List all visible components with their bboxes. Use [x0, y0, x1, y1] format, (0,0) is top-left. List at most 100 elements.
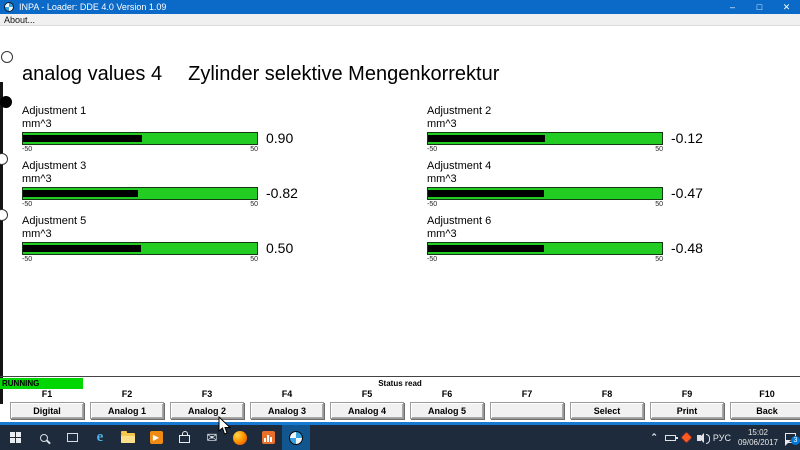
fkey-column-f5: F5 Analog 4 — [330, 389, 404, 419]
search-icon — [40, 433, 48, 442]
maximize-button[interactable]: □ — [756, 2, 763, 12]
gauge-min: -50 — [22, 201, 33, 208]
fkey-column-f3: F3 Analog 2 — [170, 389, 244, 419]
taskbar-inpa-active[interactable] — [282, 425, 310, 450]
gauge-adjustment-2: Adjustment 2 mm^3 -50 50 -0.12 — [427, 105, 703, 154]
task-view-button[interactable] — [58, 425, 86, 450]
f8-select-button[interactable]: Select — [570, 402, 644, 419]
gauge-adjustment-6: Adjustment 6 mm^3 -50 50 -0.48 — [427, 215, 703, 264]
fkey-column-f4: F4 Analog 3 — [250, 389, 324, 419]
taskbar-file-explorer[interactable] — [114, 425, 142, 450]
gauge-unit: mm^3 — [427, 118, 457, 130]
gauge-fill — [23, 245, 142, 252]
f1-digital-button[interactable]: Digital — [10, 402, 84, 419]
gauge-bar — [427, 132, 663, 145]
f2-analog1-button[interactable]: Analog 1 — [90, 402, 164, 419]
gauge-scale: -50 50 — [427, 255, 663, 264]
gauge-label: Adjustment 6 — [427, 215, 492, 227]
gauge-bar — [22, 242, 258, 255]
taskbar-store[interactable] — [170, 425, 198, 450]
clock-time: 15:02 — [747, 427, 768, 437]
f10-back-button[interactable]: Back — [730, 402, 800, 419]
app-bmw-roundel-icon — [4, 2, 14, 12]
gauge-fill — [23, 190, 139, 197]
tray-expand-chevron-icon[interactable]: ⌃ — [650, 432, 658, 442]
status-indicator-3 — [0, 153, 8, 165]
status-separator — [0, 376, 800, 377]
fkey-column-f1: F1 Digital — [10, 389, 84, 419]
gauge-max: 50 — [250, 201, 258, 208]
fkey-label: F2 — [121, 389, 133, 399]
gauge-scale: -50 50 — [427, 145, 663, 154]
f9-print-button[interactable]: Print — [650, 402, 724, 419]
f3-analog2-button[interactable]: Analog 2 — [170, 402, 244, 419]
taskbar-apps: e ▶ ✉ — [0, 425, 310, 450]
gauge-value: -0.12 — [671, 130, 703, 146]
fkey-column-f8: F8 Select — [570, 389, 644, 419]
taskbar-mail[interactable]: ✉ — [198, 425, 226, 450]
menubar: About... — [0, 14, 800, 26]
media-app-icon: ▶ — [149, 431, 163, 444]
language-indicator[interactable]: РУС — [712, 432, 731, 443]
start-button[interactable] — [2, 425, 30, 450]
file-explorer-icon — [121, 430, 135, 443]
taskbar-media-app[interactable]: ▶ — [142, 425, 170, 450]
taskbar-firefox[interactable] — [226, 425, 254, 450]
gauge-min: -50 — [22, 256, 33, 263]
gauge-adjustment-1: Adjustment 1 mm^3 -50 50 0.90 — [22, 105, 293, 154]
gauge-unit: mm^3 — [427, 228, 457, 240]
f5-analog4-button[interactable]: Analog 4 — [330, 402, 404, 419]
taskbar-clock[interactable]: 15:02 09/06/2017 — [738, 428, 778, 448]
taskbar-edge[interactable]: e — [86, 425, 114, 450]
store-icon — [178, 431, 190, 443]
taskbar: e ▶ ✉ ⌃ РУС 15:02 09/06/2017 3 — [0, 425, 800, 450]
status-indicator-2 — [0, 96, 12, 108]
gauge-bar — [427, 242, 663, 255]
gauge-fill — [428, 135, 545, 142]
status-indicator-1 — [1, 51, 13, 63]
menu-about[interactable]: About... — [4, 14, 36, 25]
inpa-bmw-roundel-icon — [289, 430, 303, 445]
fkey-label: F1 — [41, 389, 53, 399]
action-center-icon[interactable]: 3 — [785, 432, 800, 446]
minimize-button[interactable]: – — [729, 2, 735, 12]
battery-icon[interactable] — [664, 434, 678, 441]
f4-analog3-button[interactable]: Analog 3 — [250, 402, 324, 419]
gauge-min: -50 — [22, 146, 33, 153]
gauge-bar — [22, 132, 258, 145]
fkey-column-f9: F9 Print — [650, 389, 724, 419]
close-button[interactable]: ✕ — [782, 1, 791, 12]
gauge-max: 50 — [655, 256, 663, 263]
window-left-edge — [0, 82, 3, 404]
page-title: analog values 4 Zylinder selektive Menge… — [22, 63, 499, 86]
main-content: analog values 4 Zylinder selektive Menge… — [0, 27, 800, 422]
speaker-icon[interactable] — [696, 432, 710, 444]
alert-icon[interactable] — [681, 432, 692, 443]
gauge-value: -0.48 — [671, 240, 703, 256]
fkey-column-f2: F2 Analog 1 — [90, 389, 164, 419]
status-indicator-4 — [0, 209, 8, 221]
window-bottom-border — [0, 422, 800, 425]
fkey-column-f6: F6 Analog 5 — [410, 389, 484, 419]
taskbar-search[interactable] — [30, 425, 58, 450]
gauge-fill — [428, 245, 544, 252]
task-view-icon — [66, 433, 78, 442]
fkey-label: F4 — [281, 389, 293, 399]
gauge-unit: mm^3 — [22, 228, 52, 240]
f7-button[interactable] — [490, 402, 564, 419]
fkey-column-f10: F10 Back — [730, 389, 800, 419]
gauge-label: Adjustment 1 — [22, 105, 87, 117]
taskbar-chart-app[interactable] — [254, 425, 282, 450]
gauge-scale: -50 50 — [22, 255, 258, 264]
gauge-adjustment-3: Adjustment 3 mm^3 -50 50 -0.82 — [22, 160, 298, 209]
gauge-max: 50 — [250, 146, 258, 153]
page-title-subtitle: Zylinder selektive Mengenkorrektur — [188, 63, 500, 85]
gauge-label: Adjustment 3 — [22, 160, 87, 172]
gauge-fill — [23, 135, 143, 142]
f6-analog5-button[interactable]: Analog 5 — [410, 402, 484, 419]
gauge-scale: -50 50 — [22, 145, 258, 154]
gauge-scale: -50 50 — [427, 200, 663, 209]
fkey-label: F6 — [441, 389, 453, 399]
edge-icon: e — [96, 429, 104, 445]
notification-badge: 3 — [791, 435, 800, 445]
